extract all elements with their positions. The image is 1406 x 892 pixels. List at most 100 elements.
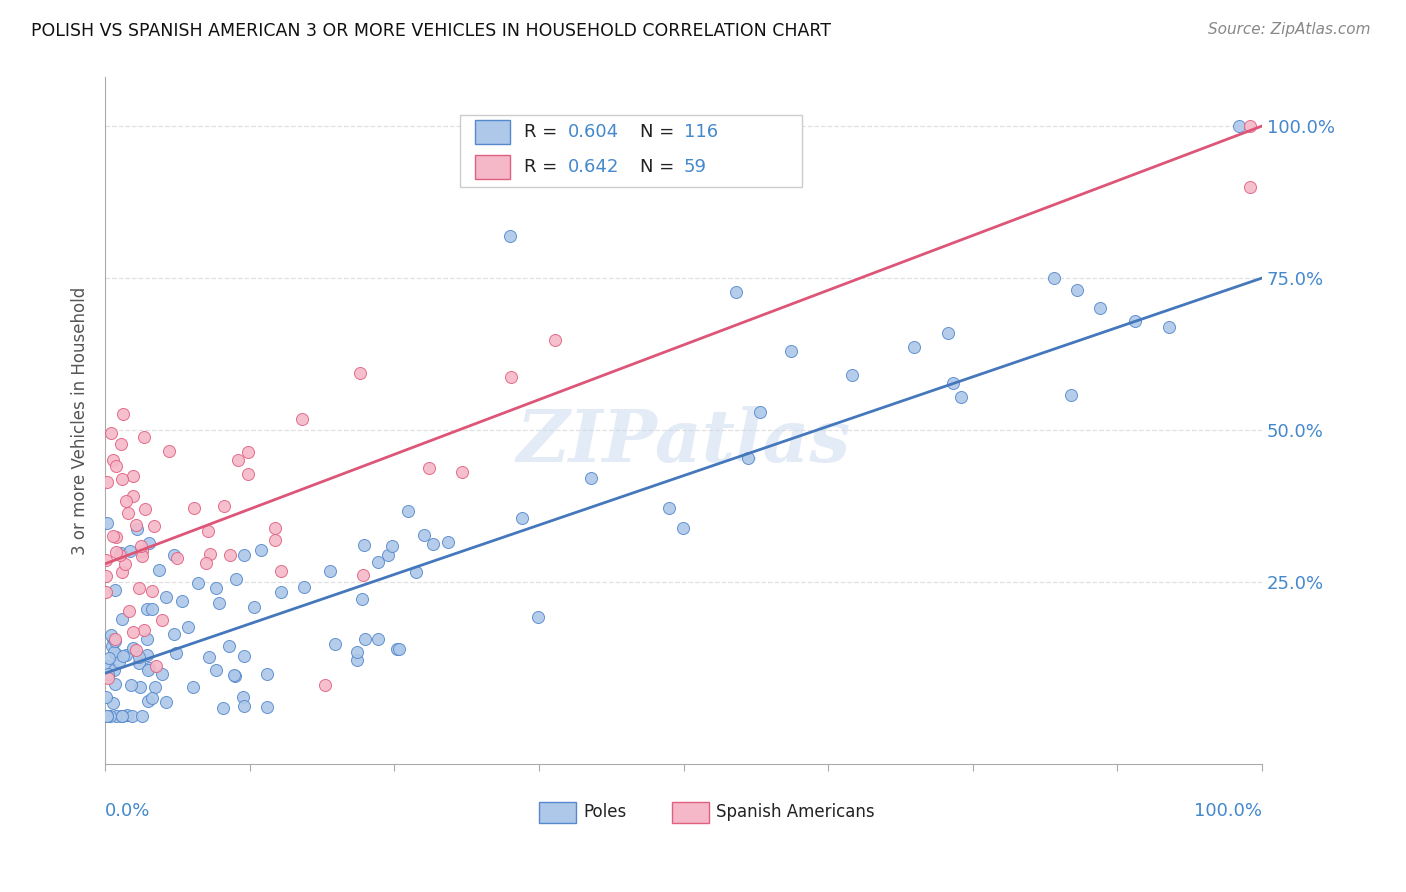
Point (96, 690, 118, 704)
Point (101, 696, 124, 710)
Point (128, 680, 150, 694)
Point (222, 668, 245, 682)
Point (134, 502, 156, 516)
Point (499, 228, 522, 243)
Point (96, 708, 118, 723)
Point (437, 535, 460, 549)
Point (499, 369, 522, 384)
Point (187, 575, 209, 590)
Point (103, 663, 125, 677)
Point (183, 501, 205, 516)
Point (170, 594, 193, 608)
Point (314, 678, 336, 692)
Point (128, 650, 150, 665)
Point (122, 469, 145, 483)
Point (233, 548, 256, 562)
Point (135, 648, 157, 663)
Text: ZIPatlas: ZIPatlas (516, 406, 851, 477)
Point (903, 340, 925, 354)
Point (122, 640, 145, 655)
Point (232, 699, 254, 714)
Point (96, 708, 118, 723)
Point (385, 641, 408, 656)
Point (236, 445, 259, 459)
Point (350, 592, 373, 607)
Point (352, 568, 374, 582)
Point (110, 437, 132, 451)
Text: R =: R = (524, 123, 562, 142)
Point (136, 632, 159, 646)
Point (104, 632, 127, 647)
Point (104, 545, 127, 559)
Point (111, 612, 134, 626)
Point (367, 555, 389, 569)
FancyBboxPatch shape (460, 115, 801, 187)
Point (1060, 387, 1083, 401)
Point (205, 581, 228, 595)
Text: Spanish Americans: Spanish Americans (716, 804, 875, 822)
Point (544, 334, 567, 348)
Point (226, 453, 249, 467)
Point (136, 602, 159, 616)
Point (141, 602, 163, 616)
Point (367, 632, 389, 647)
Point (115, 708, 138, 723)
Text: POLISH VS SPANISH AMERICAN 3 OR MORE VEHICLES IN HOUSEHOLD CORRELATION CHART: POLISH VS SPANISH AMERICAN 3 OR MORE VEH… (31, 22, 831, 40)
Point (138, 661, 160, 675)
Point (205, 663, 228, 677)
Point (104, 708, 127, 723)
Point (1066, 283, 1088, 297)
Text: 59: 59 (683, 158, 707, 176)
Point (949, 390, 972, 404)
Point (103, 453, 125, 467)
Point (103, 645, 125, 659)
Point (121, 489, 143, 503)
Point (150, 666, 173, 681)
Text: Poles: Poles (583, 804, 626, 822)
Point (422, 537, 444, 551)
Point (96, 584, 118, 599)
Point (157, 444, 180, 458)
Point (346, 645, 368, 659)
Point (418, 461, 440, 475)
Point (841, 368, 863, 382)
Point (112, 648, 135, 663)
Point (319, 564, 342, 578)
Point (264, 521, 287, 535)
Point (98, 708, 121, 723)
Point (748, 404, 770, 418)
Point (1159, 319, 1181, 334)
Text: N =: N = (640, 123, 679, 142)
Point (155, 695, 177, 709)
Point (181, 680, 204, 694)
Point (208, 595, 231, 609)
Point (97, 659, 120, 673)
Point (292, 580, 315, 594)
FancyBboxPatch shape (475, 154, 510, 178)
Point (349, 366, 371, 380)
Point (155, 590, 177, 604)
Text: 0.604: 0.604 (568, 123, 619, 142)
Point (197, 524, 219, 539)
Point (97, 671, 120, 685)
Point (131, 549, 153, 564)
Point (163, 627, 186, 641)
Point (232, 690, 254, 705)
Point (125, 643, 148, 657)
Point (100, 426, 122, 441)
Point (270, 565, 292, 579)
Point (103, 677, 125, 691)
Point (141, 583, 163, 598)
Point (118, 604, 141, 618)
Point (101, 529, 124, 543)
Point (579, 471, 602, 485)
Point (141, 691, 163, 706)
Point (105, 647, 128, 661)
Point (115, 648, 138, 663)
Point (510, 511, 533, 525)
FancyBboxPatch shape (475, 120, 510, 145)
Point (105, 458, 128, 473)
Point (111, 708, 134, 723)
Text: 100.0%: 100.0% (1194, 802, 1263, 821)
FancyBboxPatch shape (538, 802, 576, 823)
